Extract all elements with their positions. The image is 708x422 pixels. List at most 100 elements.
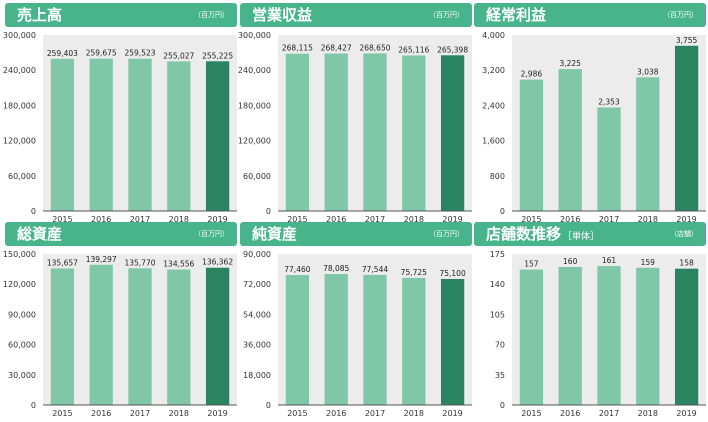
bar-chart-store-count: 0 35 70 105 140 175 157 2015 160 2016 161 2017 159 20… — [490, 250, 706, 418]
chart-unit: （店舗） — [670, 230, 698, 238]
y-tick-label: 300,000 — [3, 31, 36, 40]
x-tick-label: 2015 — [52, 409, 72, 418]
bar — [50, 268, 75, 405]
y-tick-label: 1,600 — [482, 137, 505, 146]
data-label: 3,755 — [676, 36, 698, 45]
panel-header: 総資産 （百万円） — [5, 222, 237, 246]
y-tick-label: 90,000 — [8, 310, 36, 319]
x-tick-label: 2015 — [287, 409, 307, 418]
y-tick-label: 120,000 — [3, 280, 36, 289]
x-tick-label: 2017 — [599, 215, 619, 224]
bar — [167, 61, 191, 212]
chart-panel-ordinary-profit: 経常利益 （百万円） 0 800 1,600 2,400 3,200 4,000 2,986… — [474, 3, 706, 224]
chart-unit: （百万円） — [429, 230, 464, 238]
x-tick-label: 2016 — [91, 215, 111, 224]
y-tick-label: 120,000 — [238, 137, 271, 146]
data-label: 135,770 — [124, 258, 155, 267]
y-tick-label: 3,200 — [482, 66, 505, 75]
data-label: 157 — [524, 260, 539, 269]
data-label: 259,523 — [124, 49, 155, 58]
bar — [440, 278, 465, 405]
x-tick-label: 2018 — [169, 215, 189, 224]
bar — [597, 266, 621, 405]
chart-unit: （百万円） — [663, 11, 698, 19]
x-tick-label: 2017 — [599, 409, 619, 418]
x-tick-label: 2018 — [169, 409, 189, 418]
bar — [558, 69, 582, 211]
data-label: 259,403 — [47, 49, 78, 58]
y-tick-label: 90,000 — [243, 250, 271, 259]
y-tick-label: 60,000 — [8, 341, 36, 350]
y-tick-label: 175 — [490, 250, 505, 259]
y-tick-label: 60,000 — [8, 172, 36, 181]
bar-chart-sales: 0 60,000 120,000 180,000 240,000 300,000 259,4… — [3, 31, 237, 224]
bar — [205, 61, 230, 211]
bar — [167, 269, 191, 405]
chart-title: 売上高 — [17, 6, 63, 24]
data-label: 160 — [563, 257, 578, 266]
bar — [324, 273, 348, 405]
y-tick-label: 800 — [490, 172, 505, 181]
y-tick-label: 0 — [266, 207, 271, 216]
panel-header: 店舗数推移 ［単体］ （店舗） — [474, 222, 706, 246]
data-label: 259,675 — [86, 49, 117, 58]
y-tick-label: 30,000 — [8, 371, 36, 380]
chart-unit: （百万円） — [194, 230, 229, 238]
y-tick-label: 70 — [495, 341, 505, 350]
y-tick-label: 105 — [490, 310, 505, 319]
data-label: 159 — [641, 258, 656, 267]
y-tick-label: 4,000 — [482, 31, 505, 40]
bar — [440, 55, 465, 212]
bar — [519, 269, 544, 405]
panel-header: 純資産 （百万円） — [240, 222, 472, 246]
data-label: 265,116 — [398, 45, 429, 54]
y-tick-label: 300,000 — [238, 31, 271, 40]
y-tick-label: 0 — [266, 401, 271, 410]
chart-title: 経常利益 — [486, 6, 547, 24]
chart-unit: （百万円） — [429, 11, 464, 19]
bar — [128, 268, 152, 405]
data-label: 77,460 — [284, 265, 310, 274]
y-tick-label: 18,000 — [243, 371, 271, 380]
x-tick-label: 2016 — [560, 409, 580, 418]
data-label: 158 — [679, 259, 694, 268]
x-tick-label: 2019 — [442, 409, 462, 418]
x-tick-label: 2015 — [521, 409, 541, 418]
x-tick-label: 2018 — [404, 215, 424, 224]
chart-panel-net-assets: 純資産 （百万円） 0 18,000 36,000 54,000 72,000 90,00… — [240, 222, 472, 422]
bar — [205, 267, 230, 405]
panel-header: 売上高 （百万円） — [5, 3, 237, 27]
data-label: 161 — [602, 256, 617, 265]
data-label: 139,297 — [86, 255, 117, 264]
x-tick-label: 2017 — [130, 409, 150, 418]
data-label: 136,362 — [202, 258, 233, 267]
data-label: 268,427 — [321, 44, 352, 53]
bar — [519, 79, 544, 211]
bar — [324, 53, 348, 211]
x-tick-label: 2017 — [365, 409, 385, 418]
x-tick-label: 2018 — [404, 409, 424, 418]
y-tick-label: 120,000 — [3, 137, 36, 146]
bar — [89, 58, 113, 211]
chart-title: 営業収益 — [252, 6, 313, 24]
x-tick-label: 2016 — [326, 409, 346, 418]
y-tick-label: 240,000 — [3, 66, 36, 75]
chart-title: 純資産 — [252, 225, 298, 243]
bar — [636, 77, 660, 211]
y-tick-label: 150,000 — [3, 250, 36, 259]
x-tick-label: 2019 — [207, 215, 227, 224]
y-tick-label: 0 — [500, 401, 505, 410]
y-tick-label: 0 — [31, 207, 36, 216]
y-tick-label: 36,000 — [243, 341, 271, 350]
x-tick-label: 2015 — [521, 215, 541, 224]
bar — [558, 266, 582, 405]
bar-chart-total-assets: 0 30,000 60,000 90,000 120,000 150,000 135,657… — [3, 250, 237, 418]
y-tick-label: 240,000 — [238, 66, 271, 75]
bar — [363, 274, 387, 405]
data-label: 134,556 — [163, 260, 194, 269]
data-label: 3,225 — [559, 59, 581, 68]
panel-header: 経常利益 （百万円） — [474, 3, 706, 27]
y-tick-label: 140 — [490, 280, 505, 289]
x-tick-label: 2016 — [326, 215, 346, 224]
data-label: 75,725 — [401, 268, 427, 277]
